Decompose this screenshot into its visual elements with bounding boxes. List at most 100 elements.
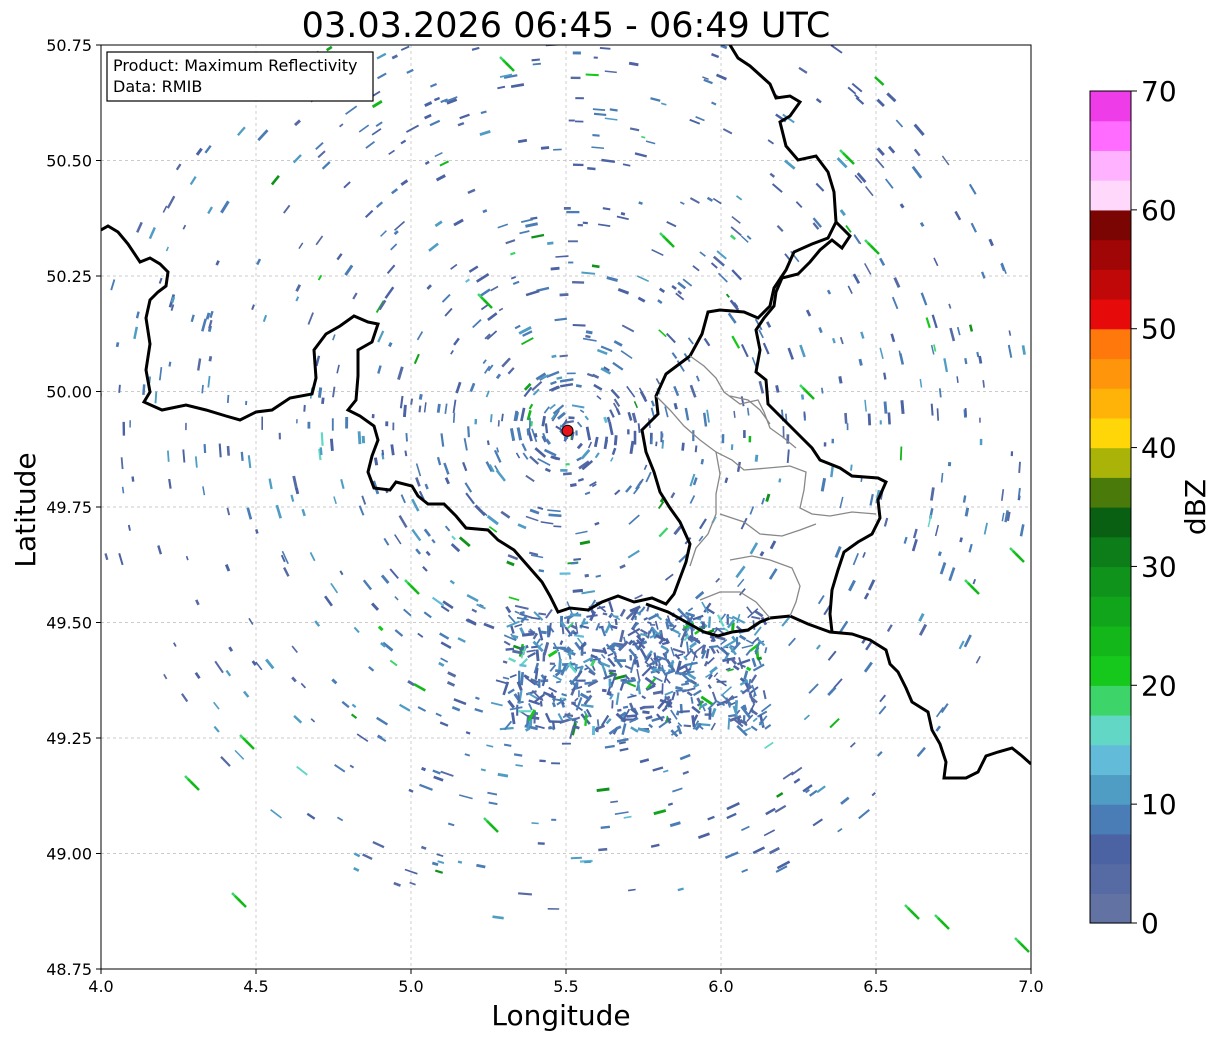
echo-cell <box>502 676 510 680</box>
echo-cell <box>748 703 756 715</box>
echo-cell <box>383 537 390 546</box>
echo-cell <box>657 501 665 510</box>
colorbar-segment <box>1090 566 1131 597</box>
echo-cell <box>643 464 648 471</box>
echo-cell <box>575 681 579 690</box>
echo-cell <box>604 439 609 448</box>
echo-cell <box>716 644 726 654</box>
echo-cell <box>650 400 655 407</box>
echo-cell <box>661 641 669 646</box>
echo-cell <box>690 628 694 638</box>
echo-cell <box>446 98 458 105</box>
echo-cell <box>540 521 554 525</box>
echo-cell <box>879 257 886 267</box>
echo-cell <box>567 621 575 629</box>
echo-cell <box>844 412 848 424</box>
echo-cell <box>933 257 939 267</box>
echo-cell <box>175 163 182 171</box>
echo-cell <box>658 720 669 729</box>
echo-cell <box>365 140 376 149</box>
echo-cell <box>808 683 819 694</box>
echo-cell <box>611 700 614 709</box>
echo-cell <box>661 664 665 674</box>
echo-cell <box>378 736 387 742</box>
echo-cell <box>381 449 385 456</box>
echo-cell <box>651 658 659 666</box>
echo-cell <box>800 394 805 400</box>
echo-cell <box>677 887 684 892</box>
echo-cell <box>675 710 680 716</box>
echo-cell <box>581 271 596 275</box>
colorbar-segment <box>1090 863 1131 894</box>
echo-cell <box>707 616 712 628</box>
echo-cell <box>444 96 458 103</box>
echo-cell <box>418 393 423 400</box>
echo-cell <box>523 674 530 680</box>
echo-cell <box>416 331 424 341</box>
echo-cell <box>532 388 540 396</box>
echo-cell <box>318 448 322 461</box>
echo-cell <box>538 569 545 573</box>
echo-cell <box>574 641 582 651</box>
echo-cell <box>486 515 499 526</box>
echo-cell <box>725 615 734 620</box>
echo-cell <box>622 708 631 721</box>
echo-cell <box>569 483 577 488</box>
echo-cell <box>788 637 796 647</box>
echo-cell <box>617 708 622 712</box>
echo-cell <box>768 568 778 580</box>
echo-cell <box>475 696 480 700</box>
echo-cell <box>502 681 510 696</box>
echo-cell <box>869 493 874 506</box>
echo-cell <box>424 101 433 107</box>
echo-cell <box>641 665 653 677</box>
echo-cell <box>526 429 530 436</box>
echo-cell <box>431 596 445 607</box>
echo-cell <box>684 407 690 421</box>
echo-cell <box>754 641 761 655</box>
echo-cell <box>205 312 211 320</box>
echo-cell <box>752 717 758 723</box>
colorbar-segment <box>1090 91 1131 122</box>
echo-cell <box>376 716 389 726</box>
echo-cell <box>234 749 245 760</box>
echo-cell <box>624 664 633 671</box>
echo-cell <box>332 334 336 341</box>
echo-cell <box>421 766 427 772</box>
echo-cell <box>650 843 660 848</box>
echo-cell <box>743 670 749 680</box>
echo-cell <box>887 412 891 425</box>
echo-cell <box>535 649 540 662</box>
echo-cell <box>465 492 475 505</box>
echo-cell <box>710 637 716 643</box>
echo-cell <box>534 667 539 680</box>
echo-cell <box>511 634 519 639</box>
echo-cell <box>451 706 461 712</box>
echo-cell <box>774 804 787 814</box>
echo-cell <box>255 661 263 671</box>
echo-cell <box>689 495 696 504</box>
echo-cell <box>466 593 479 603</box>
echo-cell <box>531 822 539 825</box>
echo-cell <box>429 82 438 88</box>
echo-cell <box>520 615 528 624</box>
echo-cell <box>626 714 638 718</box>
echo-cell <box>693 683 700 689</box>
echo-cell <box>474 504 487 517</box>
echo-cell <box>595 574 602 578</box>
echo-cell <box>336 253 343 261</box>
echo-cell <box>320 432 324 446</box>
echo-cell <box>769 172 776 178</box>
echo-cell <box>407 679 415 687</box>
echo-cell <box>237 126 246 136</box>
echo-cell <box>633 486 640 495</box>
echo-cell <box>695 116 705 122</box>
echo-cell <box>798 66 808 74</box>
colorbar-segment <box>1090 774 1131 805</box>
echo-cell <box>679 638 684 648</box>
echo-cell <box>329 438 334 452</box>
echo-cell <box>727 717 731 730</box>
echo-cell <box>860 477 863 483</box>
echo-cell <box>524 726 531 732</box>
echo-cell <box>799 344 806 358</box>
